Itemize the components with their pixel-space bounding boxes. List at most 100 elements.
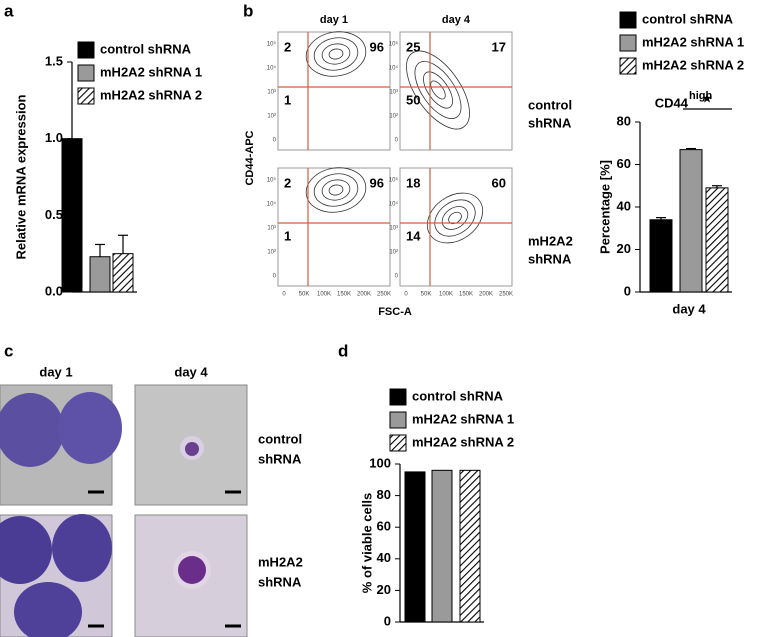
error-bar	[712, 185, 722, 188]
panel-label: c	[4, 341, 13, 360]
column-header: day 1	[39, 364, 72, 379]
contours	[406, 50, 470, 130]
flow-y-tick: 10³	[267, 90, 276, 96]
legend-swatch	[77, 64, 95, 82]
flow-y-tick: 10³	[389, 90, 398, 96]
row-label: mH2A2	[528, 233, 573, 248]
bar	[679, 149, 703, 293]
flow-y-tick: 10³	[267, 226, 276, 232]
flow-y-label: CD44-APC	[244, 130, 256, 185]
legend-label: mH2A2 shRNA 1	[412, 411, 514, 426]
flow-y-tick: 10⁵	[389, 41, 399, 48]
quadrant-label: 60	[492, 175, 506, 190]
flow-y-tick: 10³	[389, 226, 398, 232]
bar	[112, 253, 134, 293]
row-label: shRNA	[258, 574, 302, 589]
flow-plot	[277, 31, 391, 151]
quadrant-label: 17	[492, 39, 506, 54]
flow-y-tick: 0	[395, 138, 399, 144]
micrographs	[0, 384, 248, 637]
flow-y-tick: 10⁴	[267, 201, 277, 208]
flow-x-tick: 250K	[499, 292, 513, 298]
y-tick-label: 0.0	[45, 283, 63, 298]
flow-y-tick: 10²	[267, 114, 276, 120]
panel-label: d	[338, 341, 348, 360]
legend-label: mH2A2 shRNA 1	[100, 64, 202, 79]
flow-x-label: FSC-A	[378, 306, 412, 318]
y-tick-label: 1.5	[45, 53, 63, 68]
flow-plot	[277, 167, 391, 287]
legend-label: control shRNA	[412, 388, 504, 403]
bar	[431, 469, 453, 623]
bar	[705, 187, 729, 293]
error-bar	[686, 147, 696, 150]
flow-y-tick: 10⁴	[389, 65, 399, 72]
quadrant-label: 96	[370, 39, 384, 54]
flow-y-tick: 10⁵	[267, 41, 277, 48]
y-axis-label: Relative mRNA expression	[13, 94, 28, 259]
contour	[305, 31, 367, 77]
x-tick-label: day 4	[672, 301, 706, 316]
flow-x-tick: 200K	[357, 292, 371, 298]
quadrant-label: 1	[284, 92, 291, 107]
flow-y-tick: 10²	[389, 250, 398, 256]
quadrant-label: 25	[406, 39, 420, 54]
flow-x-tick: 200K	[479, 292, 493, 298]
quadrant-label: 96	[370, 175, 384, 190]
quadrant-label: 1	[284, 228, 291, 243]
legend-label: mH2A2 shRNA 2	[412, 434, 514, 449]
flow-y-tick: 0	[395, 274, 399, 280]
legend-swatch	[77, 41, 95, 59]
y-tick-label: 80	[617, 113, 631, 128]
error-bar	[656, 217, 666, 220]
flow-x-tick: 150K	[337, 292, 351, 298]
quadrant-label: 14	[406, 228, 421, 243]
flow-x-tick: 100K	[317, 292, 331, 298]
contour	[321, 43, 351, 65]
contour	[414, 61, 462, 119]
y-tick-label: 60	[617, 156, 631, 171]
flow-x-tick: 100K	[439, 292, 453, 298]
column-header: day 4	[442, 14, 471, 26]
y-tick-label: 0.5	[45, 207, 63, 222]
y-tick-label: 60	[377, 519, 391, 534]
y-tick-label: 80	[377, 487, 391, 502]
y-axis-label: Percentage [%]	[597, 160, 612, 254]
panel-label: a	[4, 1, 14, 20]
contour	[328, 184, 344, 196]
y-tick-label: 0	[384, 613, 391, 628]
legend-swatch	[389, 434, 407, 452]
flow-x-tick: 50K	[421, 292, 432, 298]
flow-y-tick: 10²	[267, 250, 276, 256]
panel-label: b	[243, 1, 253, 20]
y-tick-label: 1.0	[45, 130, 63, 145]
flow-y-tick: 0	[273, 274, 277, 280]
row-label: shRNA	[528, 115, 572, 130]
y-tick-label: 0	[624, 283, 631, 298]
contour	[441, 206, 469, 230]
contour	[313, 173, 359, 207]
row-label: shRNA	[528, 251, 572, 266]
quadrant-label: 18	[406, 175, 420, 190]
y-tick-label: 100	[369, 455, 391, 470]
y-axis-label: % of viable cells	[359, 493, 374, 593]
row-label: control	[528, 97, 572, 112]
flow-x-tick: 250K	[377, 292, 391, 298]
contours	[305, 167, 367, 213]
flow-y-tick: 10²	[389, 114, 398, 120]
quadrant-label: 2	[284, 175, 291, 190]
row-label: shRNA	[258, 451, 302, 466]
bar	[649, 219, 673, 293]
legend-label: mH2A2 shRNA 1	[642, 34, 744, 49]
quadrant-label: 50	[406, 92, 420, 107]
bar	[89, 256, 111, 293]
contour	[313, 37, 359, 71]
legend-swatch	[389, 411, 407, 429]
contour	[406, 50, 470, 130]
quadrant-label: 2	[284, 39, 291, 54]
contour	[434, 199, 476, 237]
error-bar	[118, 234, 128, 254]
error-bar	[95, 243, 105, 257]
column-header: day 1	[320, 14, 348, 26]
flow-x-tick: 50K	[299, 292, 310, 298]
